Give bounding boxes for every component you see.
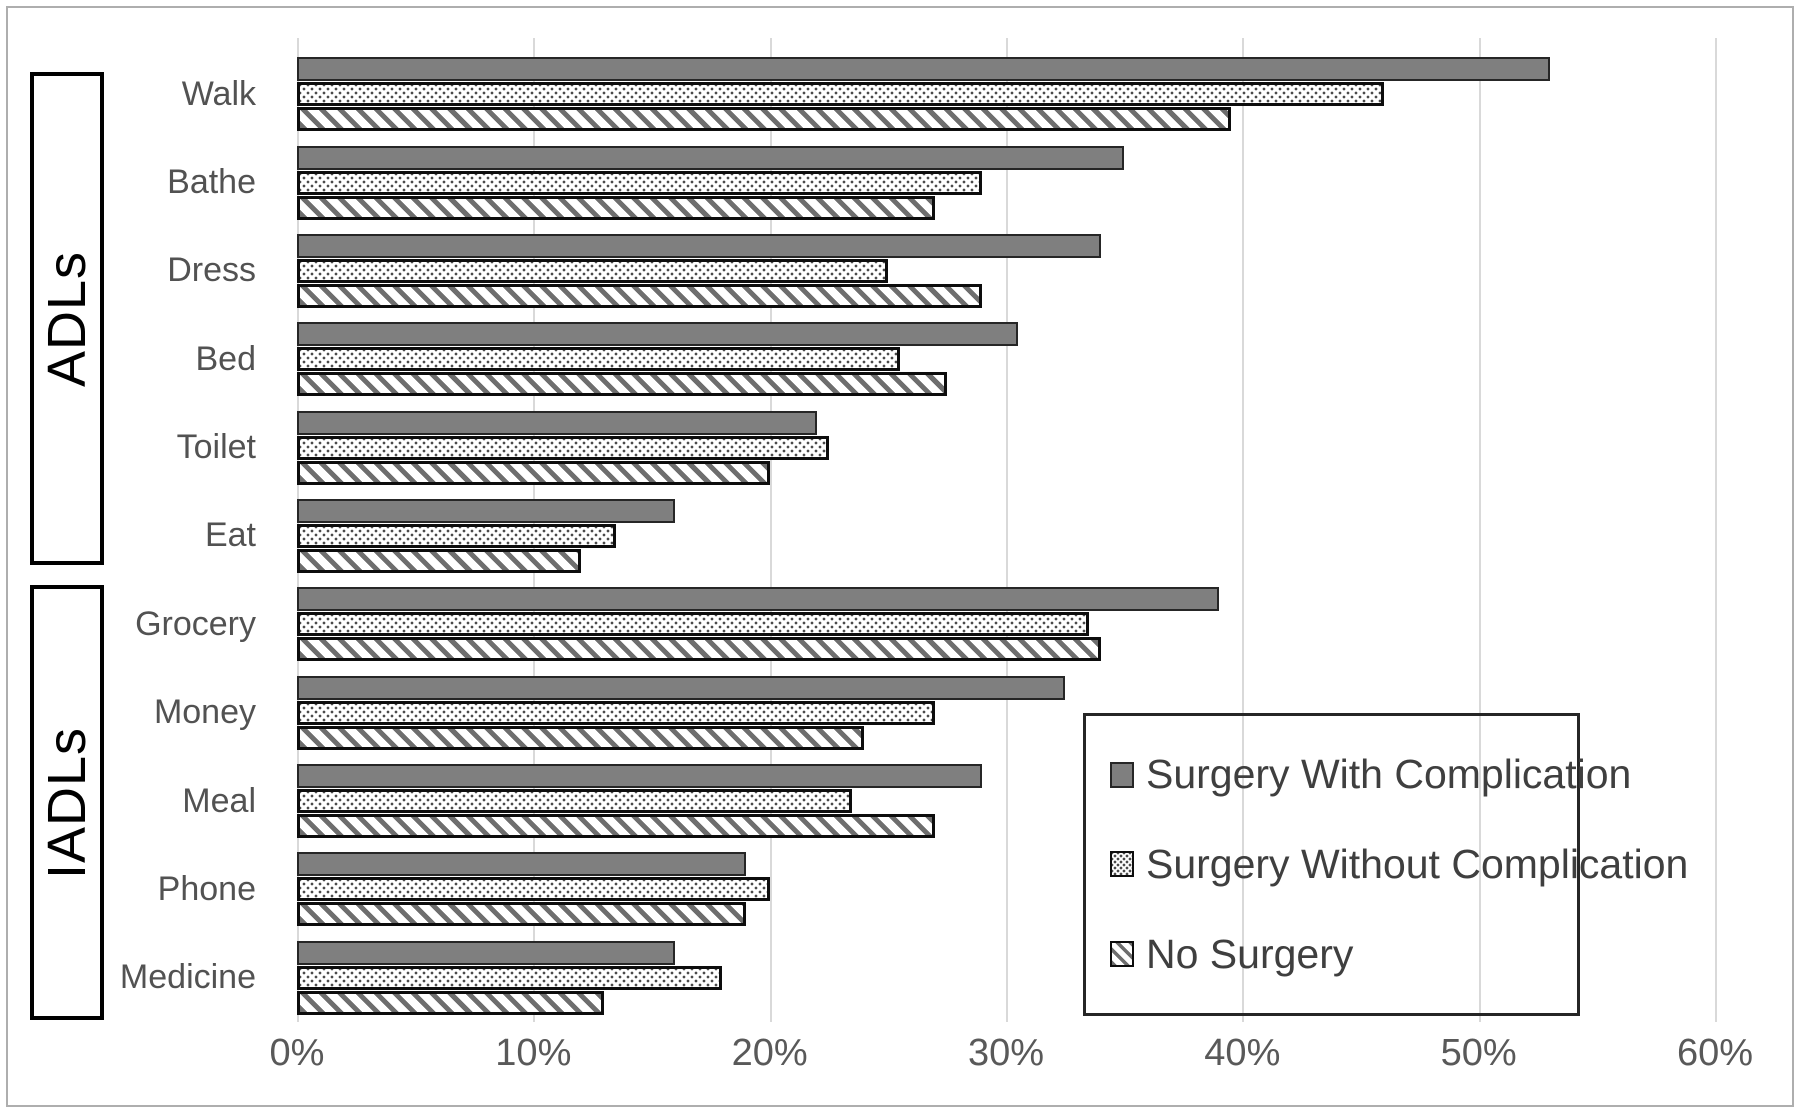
- x-axis-tick-labels: 0% 10% 20% 30% 40% 50% 60%: [270, 1032, 1754, 1092]
- bar-bed-solid-gray: [297, 322, 1018, 347]
- bar-dress-solid-gray: [297, 233, 1101, 258]
- adls-group-box: ADLs: [30, 72, 104, 565]
- plot-area: [297, 38, 1717, 1022]
- x-tick-label: 10%: [495, 1032, 572, 1074]
- bar-group-medicine: [297, 934, 1715, 1022]
- x-tick-label: 40%: [1204, 1032, 1281, 1074]
- category-label-grocery: Grocery: [135, 604, 256, 643]
- bar-grocery-dotted: [297, 612, 1089, 637]
- category-label-phone: Phone: [157, 869, 256, 908]
- gridline-30: [1006, 38, 1008, 1022]
- bar-walk-diagonal-hatch: [297, 107, 1231, 132]
- x-tick-label: 20%: [731, 1032, 808, 1074]
- legend-marker-diagonal-hatch: [1110, 941, 1134, 968]
- gridline-60: [1715, 38, 1717, 1022]
- x-tick-label: 30%: [967, 1032, 1045, 1074]
- legend-item-surgery-without-complication: Surgery Without Complication: [1110, 841, 1688, 888]
- legend-item-surgery-with-complication: Surgery With Complication: [1110, 751, 1631, 798]
- bar-money-diagonal-hatch: [297, 725, 865, 750]
- bar-group-grocery: [297, 580, 1715, 668]
- category-label-walk: Walk: [181, 74, 256, 113]
- legend-label: Surgery With Complication: [1146, 751, 1632, 798]
- legend: Surgery With Complication Surgery Withou…: [1083, 713, 1688, 1016]
- bar-phone-diagonal-hatch: [297, 902, 747, 927]
- bar-dress-dotted: [297, 258, 888, 283]
- category-label-money: Money: [153, 693, 256, 732]
- x-tick-label: 60%: [1676, 1032, 1754, 1074]
- category-label-dress: Dress: [167, 251, 256, 290]
- bar-meal-diagonal-hatch: [297, 814, 936, 839]
- x-tick-label: 0%: [269, 1032, 325, 1074]
- bar-toilet-dotted: [297, 435, 829, 460]
- bar-toilet-diagonal-hatch: [297, 460, 770, 485]
- legend-item-no-surgery: No Surgery: [1110, 931, 1569, 978]
- bar-medicine-solid-gray: [297, 940, 676, 965]
- x-tick-label: 50%: [1440, 1032, 1517, 1074]
- bar-eat-diagonal-hatch: [297, 548, 581, 573]
- iadls-group-label: IADLs: [37, 726, 97, 879]
- bar-group-dress: [297, 227, 1715, 315]
- legend-label: Surgery Without Complication: [1146, 840, 1689, 887]
- bar-meal-solid-gray: [297, 764, 983, 789]
- bar-eat-dotted: [297, 523, 617, 548]
- category-label-toilet: Toilet: [176, 428, 256, 467]
- bar-money-dotted: [297, 700, 936, 725]
- bar-bathe-dotted: [297, 170, 983, 195]
- bar-group-meal: [297, 757, 1715, 845]
- category-label-bed: Bed: [195, 339, 257, 378]
- bar-bathe-solid-gray: [297, 145, 1125, 170]
- bar-group-phone: [297, 845, 1715, 933]
- bar-money-solid-gray: [297, 675, 1066, 700]
- bar-walk-dotted: [297, 82, 1385, 107]
- bar-group-bed: [297, 315, 1715, 403]
- category-label-eat: Eat: [204, 516, 256, 555]
- bar-rows: [297, 50, 1715, 1022]
- adls-group-label: ADLs: [37, 250, 98, 387]
- iadls-group-box: IADLs: [30, 585, 104, 1020]
- bar-phone-dotted: [297, 877, 770, 902]
- bar-eat-solid-gray: [297, 498, 676, 523]
- gridline-20: [769, 38, 772, 1022]
- bar-bathe-diagonal-hatch: [297, 195, 936, 220]
- category-axis-labels: Walk Bathe Dress Bed Toilet Eat Grocery Money Me…: [100, 50, 260, 1022]
- bar-grocery-solid-gray: [297, 587, 1219, 612]
- category-label-meal: Meal: [182, 781, 256, 820]
- bar-meal-dotted: [297, 789, 853, 814]
- bar-group-money: [297, 669, 1715, 757]
- bar-grocery-diagonal-hatch: [297, 637, 1101, 662]
- bar-toilet-solid-gray: [297, 410, 817, 435]
- legend-marker-solid-gray: [1110, 761, 1134, 788]
- bar-group-toilet: [297, 403, 1715, 491]
- gridline-50: [1478, 38, 1481, 1022]
- bar-bed-dotted: [297, 347, 900, 372]
- bar-group-bathe: [297, 138, 1715, 226]
- bar-phone-solid-gray: [297, 852, 747, 877]
- bar-bed-diagonal-hatch: [297, 372, 947, 397]
- gridline-40: [1242, 38, 1245, 1022]
- bar-group-eat: [297, 492, 1715, 580]
- category-label-bathe: Bathe: [167, 163, 256, 202]
- bar-medicine-diagonal-hatch: [297, 990, 605, 1015]
- bar-walk-solid-gray: [297, 57, 1550, 82]
- legend-label: No Surgery: [1146, 930, 1354, 977]
- bar-dress-diagonal-hatch: [297, 283, 983, 308]
- category-label-medicine: Medicine: [119, 958, 256, 997]
- bar-group-walk: [297, 50, 1715, 138]
- bar-medicine-dotted: [297, 965, 723, 990]
- legend-marker-dotted: [1110, 851, 1134, 878]
